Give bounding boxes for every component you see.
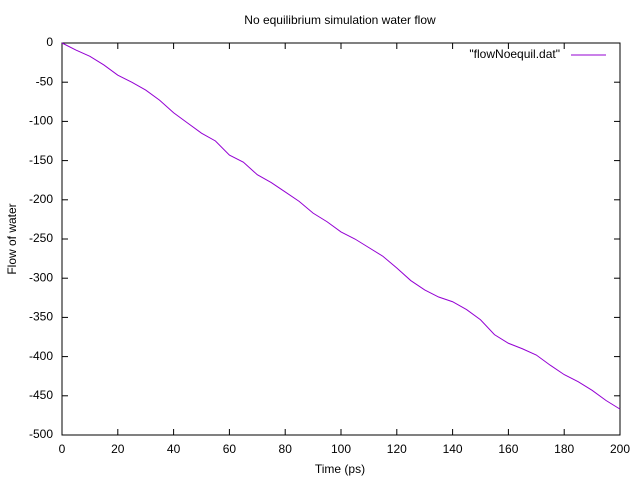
y-axis-label: Flow of water xyxy=(5,203,19,274)
x-axis-label: Time (ps) xyxy=(315,462,365,476)
x-tick-label: 200 xyxy=(610,442,630,456)
y-tick-label: -400 xyxy=(29,349,53,363)
y-tick-label: -250 xyxy=(29,231,53,245)
x-tick-label: 60 xyxy=(223,442,237,456)
x-tick-label: 0 xyxy=(59,442,66,456)
x-tick-label: 100 xyxy=(331,442,351,456)
y-tick-label: -150 xyxy=(29,153,53,167)
x-tick-label: 20 xyxy=(111,442,125,456)
x-tick-label: 40 xyxy=(167,442,181,456)
x-tick-label: 160 xyxy=(498,442,518,456)
x-tick-label: 140 xyxy=(443,442,463,456)
x-tick-label: 180 xyxy=(554,442,574,456)
x-tick-label: 120 xyxy=(387,442,407,456)
y-tick-label: -350 xyxy=(29,310,53,324)
chart-title: No equilibrium simulation water flow xyxy=(244,13,436,27)
x-tick-label: 80 xyxy=(279,442,293,456)
legend-label: "flowNoequil.dat" xyxy=(469,47,560,61)
y-tick-label: 0 xyxy=(46,35,53,49)
y-tick-label: -500 xyxy=(29,427,53,441)
y-tick-label: -450 xyxy=(29,388,53,402)
y-tick-label: -100 xyxy=(29,114,53,128)
data-line xyxy=(61,42,621,410)
y-tick-label: -300 xyxy=(29,270,53,284)
y-tick-label: -200 xyxy=(29,192,53,206)
y-tick-label: -50 xyxy=(36,74,54,88)
